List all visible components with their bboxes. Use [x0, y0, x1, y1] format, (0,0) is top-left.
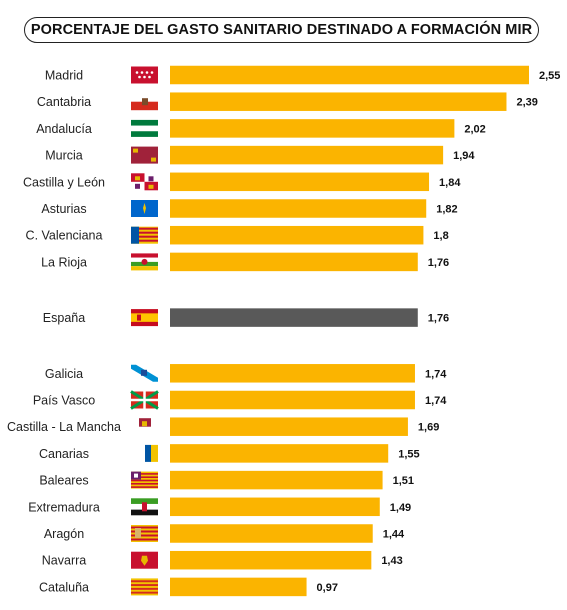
- bar: [170, 417, 408, 436]
- bar: [170, 119, 455, 138]
- category-label: Navarra: [42, 554, 87, 568]
- value-label: 2,55: [539, 70, 560, 82]
- value-label: 2,02: [464, 123, 485, 135]
- category-label: Extremadura: [28, 500, 100, 514]
- value-label: 1,43: [381, 555, 402, 567]
- value-label: 1,51: [393, 475, 414, 487]
- baleares-flag-icon: [131, 471, 158, 489]
- category-label: Castilla - La Mancha: [7, 420, 121, 434]
- category-label: La Rioja: [41, 255, 87, 269]
- bar: [170, 199, 427, 218]
- category-label: Murcia: [45, 149, 83, 163]
- cantabria-flag-icon: [131, 93, 158, 111]
- value-label: 0,97: [317, 582, 338, 594]
- value-label: 1,76: [428, 313, 449, 325]
- bar-row: Aragón 1,44: [44, 524, 405, 543]
- bar-row: Extremadura 1,49: [28, 497, 411, 517]
- category-label: Galicia: [45, 367, 83, 381]
- category-label: Cataluña: [39, 580, 89, 594]
- value-label: 1,84: [439, 177, 461, 189]
- castilla-mancha-flag-icon: [139, 418, 151, 436]
- bar-row: España 1,76: [43, 308, 449, 327]
- value-label: 1,55: [398, 448, 419, 460]
- bar-highlight: [170, 308, 418, 327]
- spain-flag-icon: [131, 309, 158, 327]
- category-label: Aragón: [44, 527, 84, 541]
- value-label: 1,69: [418, 422, 439, 434]
- category-label: Cantabria: [37, 95, 91, 109]
- asturias-flag-icon: [131, 200, 158, 217]
- value-label: 1,49: [390, 502, 411, 514]
- bar-row: Cataluña 0,97: [39, 577, 338, 597]
- basque-flag-icon: [130, 390, 159, 410]
- value-label: 1,74: [425, 368, 447, 380]
- value-label: 1,82: [436, 204, 457, 216]
- bar: [170, 92, 507, 111]
- madrid-flag-icon: [131, 66, 158, 84]
- bar-row: La Rioja 1,76: [41, 252, 449, 272]
- rioja-flag-icon: [131, 253, 158, 271]
- bar: [170, 364, 415, 383]
- bar: [170, 497, 380, 517]
- bar: [170, 390, 415, 410]
- value-label: 1,8: [433, 230, 448, 242]
- bar: [170, 444, 389, 463]
- murcia-flag-icon: [131, 146, 158, 164]
- bar-row: Andalucía 2,02: [36, 119, 486, 138]
- aragon-flag-icon: [131, 525, 158, 542]
- bar: [170, 145, 444, 165]
- bar: [170, 252, 418, 272]
- bar-row: Castilla - La Mancha 1,69: [7, 417, 439, 436]
- bar-row: País Vasco 1,74: [33, 390, 447, 410]
- category-label: C. Valenciana: [26, 229, 103, 243]
- bar-row: Murcia 1,94: [45, 145, 475, 165]
- bar: [170, 550, 372, 570]
- bar-row: Cantabria 2,39: [37, 92, 538, 111]
- bar: [170, 225, 424, 245]
- bar-row: Canarias 1,55: [39, 444, 420, 463]
- bar: [170, 524, 373, 543]
- bar-row: Galicia 1,74: [45, 364, 447, 383]
- bar: [170, 577, 307, 597]
- category-label: País Vasco: [33, 394, 95, 408]
- bar: [170, 65, 529, 85]
- category-label: Castilla y León: [23, 175, 105, 189]
- extremadura-flag-icon: [131, 498, 158, 516]
- value-label: 1,74: [425, 395, 447, 407]
- catalonia-flag-icon: [131, 578, 158, 596]
- category-label: Baleares: [39, 474, 88, 488]
- castilla-leon-flag-icon: [131, 173, 158, 191]
- category-label: Asturias: [41, 202, 86, 216]
- bar-row: C. Valenciana 1,8: [26, 225, 449, 245]
- bar: [170, 470, 383, 490]
- bar-row: Asturias 1,82: [41, 199, 458, 218]
- value-label: 1,76: [428, 257, 449, 269]
- value-label: 2,39: [516, 97, 537, 109]
- category-label: Madrid: [45, 69, 83, 83]
- valencia-flag-icon: [131, 226, 158, 244]
- canarias-flag-icon: [139, 444, 158, 462]
- bar: [170, 172, 430, 192]
- bar-row: Baleares 1,51: [39, 470, 414, 490]
- value-label: 1,94: [453, 150, 475, 162]
- category-label: España: [43, 311, 85, 325]
- bar-row: Madrid 2,55: [45, 65, 560, 85]
- value-label: 1,44: [383, 529, 405, 541]
- galicia-flag-icon: [131, 364, 158, 382]
- category-label: Andalucía: [36, 122, 92, 136]
- category-label: Canarias: [39, 447, 89, 461]
- chart-title: PORCENTAJE DEL GASTO SANITARIO DESTINADO…: [24, 17, 539, 43]
- navarra-flag-icon: [131, 551, 158, 569]
- andalucia-flag-icon: [131, 119, 158, 137]
- bar-row: Castilla y León 1,84: [23, 172, 461, 192]
- bar-row: Navarra 1,43: [42, 550, 403, 570]
